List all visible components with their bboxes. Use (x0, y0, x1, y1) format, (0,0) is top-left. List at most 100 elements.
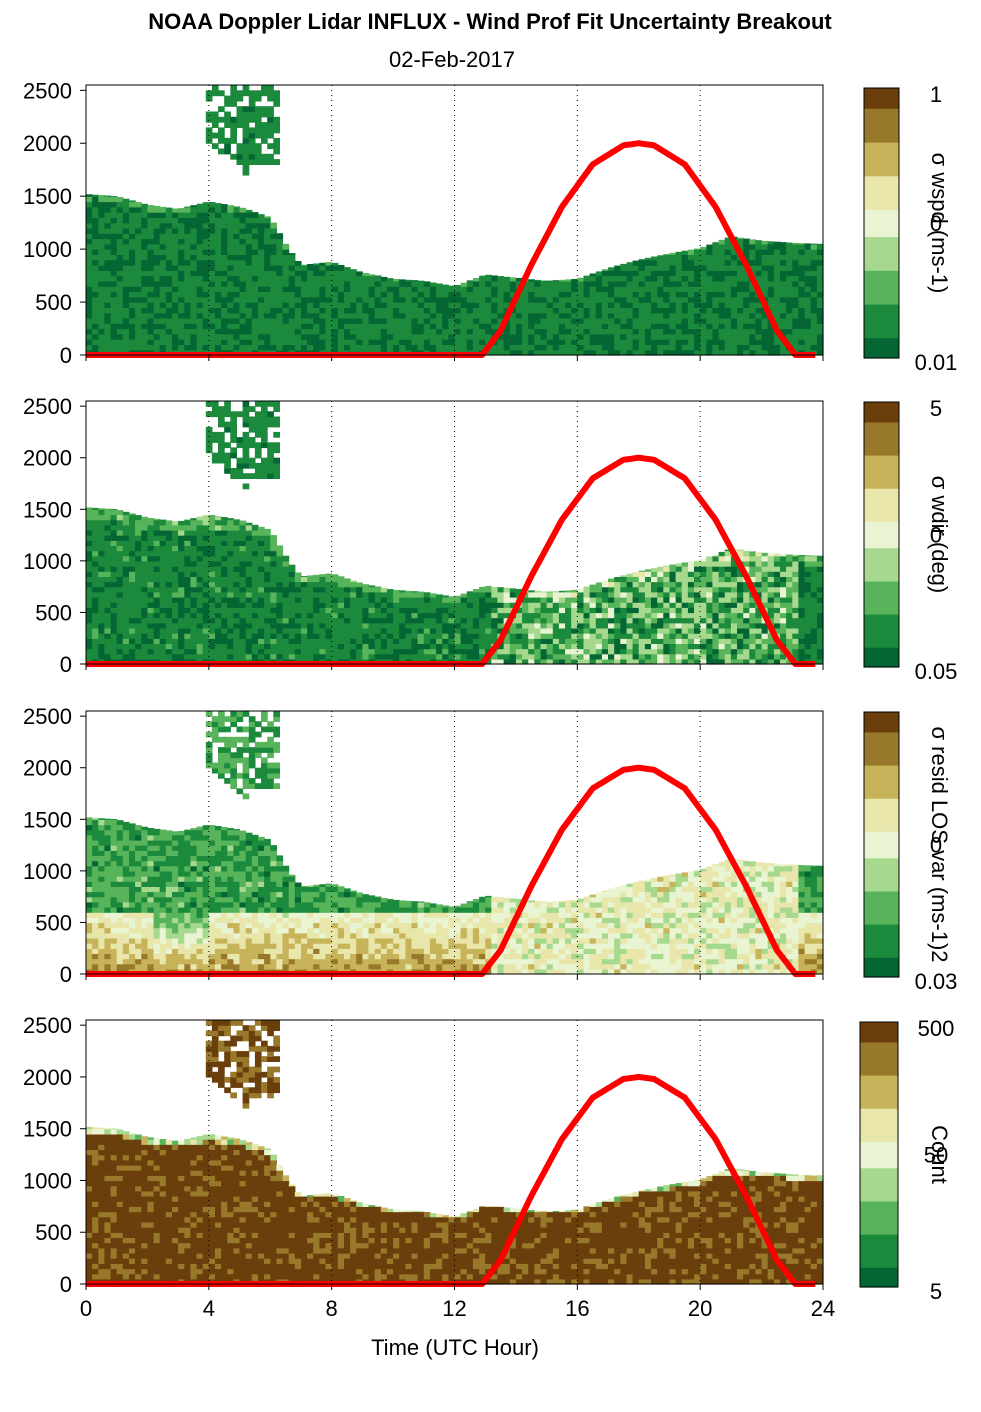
heatmap-cell (472, 591, 480, 598)
heatmap-cell (558, 602, 566, 608)
colorbar-swatch (864, 196, 899, 204)
heatmap-cell (724, 312, 732, 319)
heatmap-cell (460, 597, 468, 603)
heatmap-cell (638, 317, 646, 324)
heatmap-cell (276, 617, 284, 624)
heatmap-cell (202, 617, 210, 624)
heatmap-cell (663, 344, 670, 351)
heatmap-cell (620, 280, 627, 287)
heatmap-cell (644, 259, 652, 266)
heatmap-cell (663, 254, 670, 255)
heatmap-cell (319, 607, 327, 614)
heatmap-cell (423, 323, 431, 330)
heatmap-cell (700, 344, 707, 351)
heatmap-cell (190, 243, 198, 250)
heatmap-cell (227, 638, 234, 644)
heatmap-cell (700, 560, 707, 567)
heatmap-cell (282, 633, 290, 639)
heatmap-cell (730, 328, 738, 335)
heatmap-cell (362, 307, 370, 314)
heatmap-cell (454, 612, 462, 619)
heatmap-cell (98, 233, 105, 240)
heatmap-cell (755, 560, 763, 567)
heatmap-cell (98, 648, 105, 655)
heatmap-cell (448, 597, 456, 603)
heatmap-cell (362, 302, 370, 308)
heatmap-cell (153, 591, 161, 598)
heatmap-cell (319, 291, 327, 298)
heatmap-cell (196, 597, 204, 603)
colorbar-swatch (864, 202, 899, 211)
heatmap-cell (135, 519, 142, 526)
heatmap-cell (509, 339, 517, 345)
heatmap-cell (147, 529, 155, 536)
heatmap-cell (221, 555, 228, 562)
heatmap-cell (153, 566, 161, 572)
heatmap-cell (301, 344, 308, 351)
heatmap-cell (208, 243, 216, 250)
heatmap-cell (92, 243, 99, 250)
heatmap-cell (737, 571, 744, 577)
heatmap-cell (211, 85, 219, 91)
heatmap-cell (245, 522, 253, 526)
heatmap-cell (104, 227, 112, 234)
heatmap-cell (528, 648, 535, 655)
heatmap-cell (331, 617, 339, 624)
heatmap-cell (245, 602, 253, 608)
heatmap-cell (184, 653, 191, 660)
heatmap-cell (172, 302, 179, 308)
heatmap-cell (337, 270, 345, 277)
heatmap-cell (657, 344, 664, 351)
heatmap-cell (718, 296, 726, 303)
heatmap-cell (644, 312, 652, 319)
heatmap-cell (221, 265, 228, 271)
heatmap-cell (485, 617, 492, 624)
heatmap-cell (104, 307, 112, 314)
heatmap-cell (196, 217, 204, 224)
heatmap-cell (245, 275, 253, 282)
heatmap-cell (325, 296, 333, 303)
heatmap-cell (350, 612, 357, 619)
heatmap-cell (798, 323, 806, 330)
heatmap-cell (601, 612, 609, 619)
heatmap-cell (724, 307, 732, 314)
heatmap-cell (761, 312, 769, 319)
heatmap-cell (301, 328, 308, 335)
heatmap-cell (242, 148, 250, 155)
heatmap-cell (172, 328, 179, 335)
heatmap-cell (479, 280, 486, 287)
heatmap-cell (147, 286, 155, 293)
heatmap-cell (687, 302, 695, 308)
heatmap-cell (184, 217, 191, 224)
heatmap-cell (442, 284, 449, 287)
heatmap-cell (104, 514, 112, 521)
heatmap-cell (380, 591, 388, 598)
heatmap-cell (135, 529, 142, 536)
heatmap-cell (276, 545, 284, 552)
heatmap-cell (356, 633, 363, 639)
heatmap-cell (786, 280, 793, 287)
heatmap-cell (632, 344, 640, 351)
heatmap-cell (810, 339, 818, 345)
heatmap-cell (215, 612, 222, 619)
heatmap-cell (251, 540, 259, 546)
heatmap-cell (239, 291, 247, 298)
heatmap-cell (184, 317, 191, 324)
heatmap-cell (571, 286, 578, 293)
heatmap-cell (184, 227, 191, 234)
heatmap-cell (165, 524, 173, 531)
heatmap-cell (307, 307, 314, 314)
heatmap-cell (552, 591, 560, 598)
heatmap-cell (651, 627, 658, 634)
heatmap-cell (233, 238, 241, 245)
heatmap-cell (196, 203, 204, 208)
heatmap-cell (706, 643, 713, 650)
heatmap-cell (454, 339, 462, 345)
heatmap-cell (442, 333, 449, 340)
heatmap-cell (374, 597, 382, 603)
heatmap-cell (282, 638, 290, 644)
heatmap-cell (98, 254, 105, 261)
heatmap-cell (423, 633, 431, 639)
